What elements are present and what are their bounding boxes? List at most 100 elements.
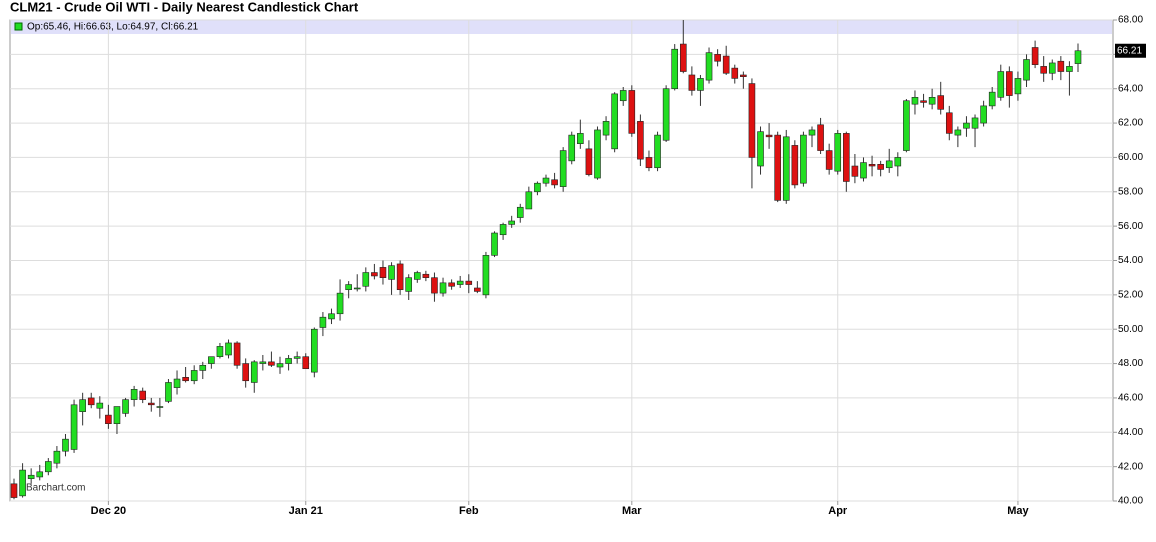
candle-body: [594, 129, 601, 179]
candle-body: [147, 402, 155, 406]
candle-body: [465, 280, 473, 285]
candle-body: [474, 287, 481, 292]
candle-body: [679, 43, 687, 72]
info-text: Op:65.46, Hi:66.63, Lo:64.97, Cl:66.21: [27, 22, 199, 33]
candle-body: [1023, 59, 1030, 81]
candle-body: [259, 361, 267, 364]
candle-body: [937, 95, 945, 110]
x-tick-label: Feb: [459, 505, 479, 517]
candle-body: [877, 164, 884, 170]
chart-title: CLM21 - Crude Oil WTI - Daily Nearest Ca…: [10, 0, 359, 14]
candle-body: [319, 316, 327, 328]
y-tick-label: 54.00: [1118, 255, 1143, 266]
candle-body: [311, 328, 318, 373]
candle-body: [1040, 66, 1047, 74]
candle-body: [971, 117, 979, 129]
candle-body: [293, 356, 301, 359]
candle-body: [860, 162, 867, 179]
candle-body: [62, 438, 69, 452]
candle-body: [1031, 47, 1039, 65]
candle-body: [413, 272, 421, 280]
y-tick-label: 50.00: [1118, 324, 1143, 335]
y-tick-label: 68.00: [1118, 15, 1143, 26]
candle-body: [439, 282, 447, 294]
candle-body: [980, 105, 987, 124]
candle-body: [705, 52, 713, 81]
candle-body: [602, 121, 610, 136]
candle-body: [165, 382, 172, 402]
y-tick-label: 58.00: [1118, 186, 1143, 197]
candle-body: [10, 483, 18, 498]
candle-body: [422, 273, 430, 278]
candle-body: [714, 54, 721, 62]
last-price-box: [1115, 43, 1146, 58]
candle-body: [903, 100, 910, 151]
x-tick-label: Mar: [622, 505, 642, 517]
candle-body: [551, 179, 558, 186]
candle-body: [156, 406, 164, 408]
candle-body: [585, 148, 593, 175]
candle-body: [791, 145, 799, 186]
candle-body: [525, 191, 533, 210]
y-tick-label: 42.00: [1118, 461, 1143, 472]
candle-body: [508, 220, 515, 225]
candle-body: [362, 272, 370, 287]
candle-body: [1066, 66, 1073, 72]
candle-body: [800, 134, 807, 184]
candle-body: [1048, 62, 1056, 74]
candle-body: [722, 55, 730, 74]
candle-body: [911, 97, 919, 105]
candle-body: [173, 378, 181, 388]
candle-body: [87, 397, 95, 406]
watermark: Barchart.com: [26, 483, 85, 494]
candle-body: [302, 356, 310, 370]
candle-body: [285, 358, 292, 364]
y-tick-label: 44.00: [1118, 427, 1143, 438]
candle-body: [843, 133, 850, 182]
y-tick-label: 62.00: [1118, 118, 1143, 129]
candle-body: [868, 164, 876, 167]
candle-body: [199, 364, 207, 371]
candle-body: [1057, 60, 1065, 72]
candle-body: [456, 280, 464, 285]
candle-body: [808, 129, 816, 136]
candle-body: [697, 78, 704, 91]
candle-body: [542, 177, 550, 184]
candle-body: [250, 361, 258, 383]
candle-body: [954, 129, 962, 136]
y-tick-label: 64.00: [1118, 83, 1143, 94]
x-tick-label: Dec 20: [91, 505, 126, 517]
candle-body: [225, 342, 232, 356]
candle-body: [276, 363, 284, 368]
candle-body: [662, 88, 670, 141]
x-tick-label: Jan 21: [289, 505, 323, 517]
candle-body: [619, 90, 627, 102]
candle-body: [825, 150, 833, 170]
candle-body: [482, 255, 490, 296]
candle-body: [628, 90, 636, 134]
candle-body: [242, 363, 249, 382]
candle-body: [353, 287, 361, 290]
candle-body: [782, 136, 790, 201]
candle-body: [190, 370, 198, 382]
candle-body: [671, 48, 679, 90]
candle-body: [379, 267, 387, 278]
info-band: [11, 20, 1112, 34]
candle-body: [45, 461, 52, 473]
candle-body: [388, 265, 395, 280]
candle-body: [208, 356, 215, 364]
candle-body: [885, 160, 893, 169]
candle-body: [79, 399, 86, 412]
candle-body: [928, 97, 936, 105]
candle-body: [894, 157, 902, 167]
candle-body: [371, 272, 378, 277]
candle-body: [491, 232, 498, 256]
candle-body: [645, 157, 653, 169]
candle-body: [96, 402, 104, 409]
candle-body: [748, 83, 756, 158]
y-tick-label: 52.00: [1118, 289, 1143, 300]
last-price-label: 66.21: [1117, 45, 1142, 56]
candle-body: [345, 284, 352, 291]
